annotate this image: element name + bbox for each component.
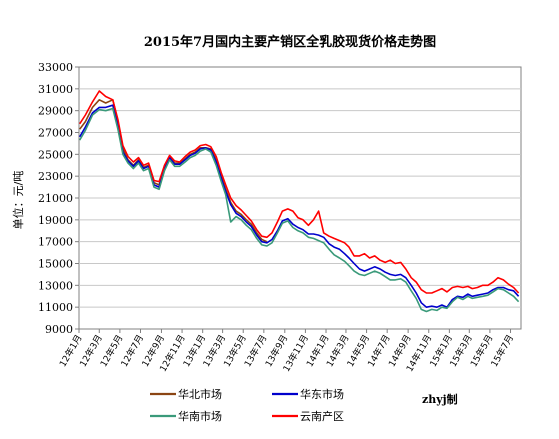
series-layer	[79, 90, 520, 313]
legend-label: 华南市场	[178, 409, 222, 423]
legend-label: 华东市场	[300, 387, 344, 401]
y-tick-label: 33000	[38, 61, 73, 74]
chart-title: 2015年7月国内主要产销区全乳胶现货价格走势图	[144, 34, 436, 50]
y-axis-label: 单位：元/吨	[11, 171, 25, 230]
y-tick-label: 17000	[38, 236, 73, 249]
y-tick-label: 15000	[38, 258, 73, 271]
series-line-云南产区	[79, 90, 520, 294]
y-tick-label: 29000	[38, 105, 73, 118]
y-tick-label: 25000	[38, 148, 73, 161]
y-tick-label: 9000	[45, 323, 73, 336]
y-tick-label: 11000	[38, 301, 73, 314]
legend-label: 华北市场	[178, 387, 222, 401]
legend-label: 云南产区	[300, 409, 344, 423]
y-tick-label: 13000	[38, 279, 73, 292]
y-axis: 9000 11000 13000 15000 17000 19000 21000 23000 2…	[38, 61, 79, 336]
y-tick-label: 21000	[38, 192, 73, 205]
y-tick-label: 31000	[38, 83, 73, 96]
chart-credit: zhyj制	[422, 392, 458, 406]
y-tick-label: 19000	[38, 214, 73, 227]
y-tick-label: 27000	[38, 127, 73, 140]
series-line-华南市场	[79, 107, 520, 313]
y-tick-label: 23000	[38, 170, 73, 183]
